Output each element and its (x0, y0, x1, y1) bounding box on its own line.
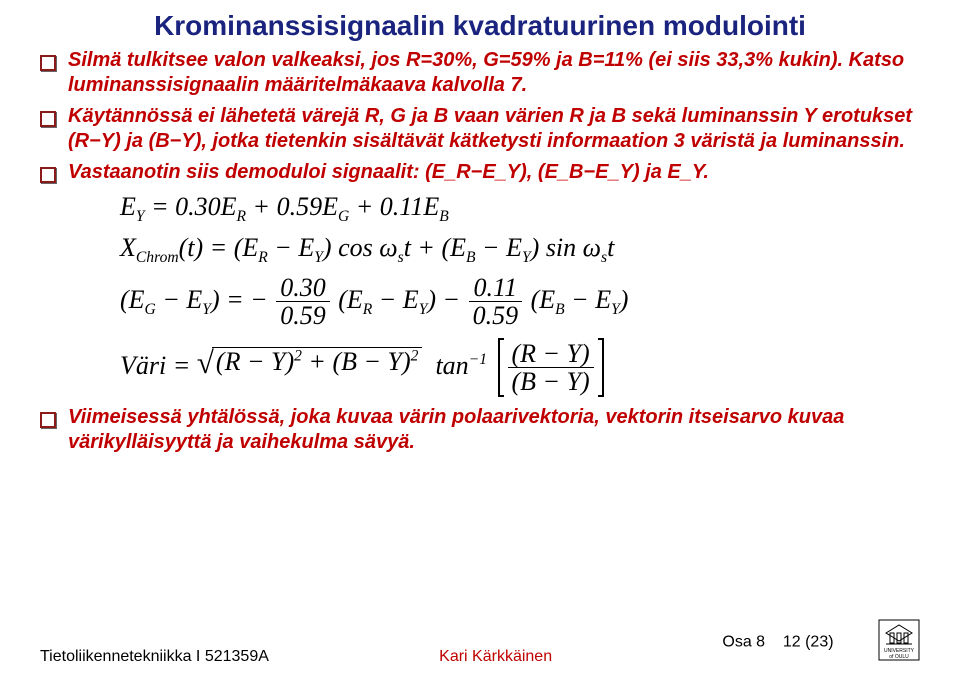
footer-left: Tietoliikennetekniikka I 521359A (40, 648, 269, 666)
fraction-2: 0.11 0.59 (469, 274, 523, 330)
page-footer: Tietoliikennetekniikka I 521359A Kari Kä… (0, 619, 960, 666)
bullet-text: Käytännössä ei lähetetä värejä R, G ja B… (68, 104, 920, 154)
chrom-subscript: Chrom (136, 249, 179, 266)
fraction-1: 0.30 0.59 (276, 274, 330, 330)
equation-block: EY = 0.30ER + 0.59EG + 0.11EB XChrom(t) … (40, 193, 920, 397)
coef-b: 0.11 (380, 192, 424, 221)
coef-r: 0.30 (175, 192, 221, 221)
equation-line-3: (EG − EY) = − 0.30 0.59 (ER − EY) − 0.11… (120, 274, 920, 330)
bullet-item: Vastaanotin siis demoduloi signaalit: (E… (40, 160, 920, 185)
bullet-text: Vastaanotin siis demoduloi signaalit: (E… (68, 160, 920, 185)
page-number-current: 12 (783, 634, 801, 651)
bullet-square-icon (40, 55, 56, 71)
footer-right: Osa 8 12 (23) UNIVERSITY of OULU (722, 619, 920, 666)
bullet-square-icon (40, 167, 56, 183)
bullet-text: Viimeisessä yhtälössä, joka kuvaa värin … (68, 405, 920, 455)
bullet-square-icon (40, 412, 56, 428)
equation-line-4: Väri = √ (R − Y)2 + (B − Y)2 tan−1 (R − … (120, 338, 920, 398)
bullet-item: Käytännössä ei lähetetä värejä R, G ja B… (40, 104, 920, 154)
bullet-item: Silmä tulkitsee valon valkeaksi, jos R=3… (40, 48, 920, 98)
equation-line-2: XChrom(t) = (ER − EY) cos ωst + (EB − EY… (120, 234, 920, 267)
sqrt-expression: √ (R − Y)2 + (B − Y)2 (197, 347, 423, 380)
exponent-inv: −1 (469, 351, 487, 368)
footer-section: Osa 8 (722, 634, 765, 651)
bullet-square-icon (40, 111, 56, 127)
bracket-fraction: (R − Y) (B − Y) (498, 338, 604, 398)
university-logo: UNIVERSITY of OULU (878, 619, 920, 666)
page-number-total: 23 (810, 634, 828, 651)
footer-center: Kari Kärkkäinen (439, 648, 552, 666)
bullet-text: Silmä tulkitsee valon valkeaksi, jos R=3… (68, 48, 920, 98)
content-area: Silmä tulkitsee valon valkeaksi, jos R=3… (0, 48, 960, 455)
equation-line-1: EY = 0.30ER + 0.59EG + 0.11EB (120, 193, 920, 226)
coef-g: 0.59 (277, 192, 323, 221)
page-title: Krominanssisignaalin kvadratuurinen modu… (0, 0, 960, 48)
vari-label: Väri (120, 350, 166, 379)
logo-text-2: of OULU (889, 654, 909, 660)
bullet-item: Viimeisessä yhtälössä, joka kuvaa värin … (40, 405, 920, 455)
